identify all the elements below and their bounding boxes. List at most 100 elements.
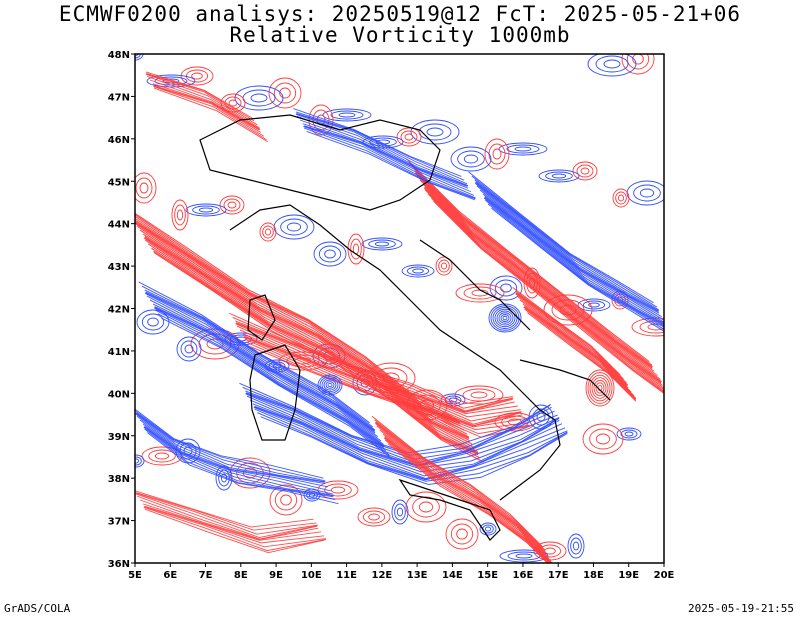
vorticity-contour-line (303, 125, 476, 199)
vorticity-contour-ring (135, 458, 140, 464)
vorticity-contour-ring (139, 182, 149, 194)
vorticity-contour-line (146, 295, 378, 438)
vorticity-contour-ring (273, 214, 315, 240)
vorticity-contour-ring (545, 171, 573, 181)
vorticity-contour-line (295, 111, 465, 181)
vorticity-contour-line (142, 233, 470, 441)
vorticity-contour-ring (639, 188, 655, 198)
vorticity-contour-ring (394, 503, 406, 521)
coastline-path (249, 344, 301, 441)
vorticity-contour-line (139, 499, 319, 540)
lon-tick-label: 8E (234, 570, 248, 581)
vorticity-contour-line (424, 187, 663, 386)
vorticity-contour-ring (404, 133, 414, 141)
vorticity-contour-ring (268, 77, 302, 109)
vorticity-contour-line (135, 408, 324, 479)
vorticity-contour-line (299, 119, 469, 189)
vorticity-contour-ring (396, 127, 422, 147)
vorticity-contour-ring (572, 541, 580, 551)
vorticity-contour-ring (616, 427, 642, 441)
lat-tick-label: 45N (108, 177, 130, 188)
vorticity-contour-ring (551, 299, 585, 321)
vorticity-contour-line (232, 316, 514, 409)
vorticity-contour-line (143, 506, 327, 552)
vorticity-contour-ring (576, 164, 594, 178)
lat-tick-label: 47N (108, 92, 130, 103)
vorticity-contour-line (475, 181, 660, 312)
vorticity-contour-ring (317, 374, 343, 396)
vorticity-contour-ring (313, 241, 347, 267)
vorticity-contour-ring (463, 154, 479, 164)
lat-tick-label: 42N (108, 305, 130, 316)
vorticity-contour-ring (262, 225, 274, 239)
vorticity-contour-ring (228, 99, 238, 107)
lon-tick-label: 13E (407, 570, 428, 581)
lon-tick-label: 15E (477, 570, 498, 581)
vorticity-contour-ring (538, 169, 580, 183)
vorticity-contour-ring (617, 194, 625, 202)
vorticity-contour-ring (330, 110, 364, 120)
vorticity-contour-line (242, 333, 522, 425)
vorticity-contour-ring (405, 491, 447, 523)
vorticity-contour-ring (567, 533, 585, 559)
vorticity-contour-line (415, 171, 653, 369)
vorticity-contour-line (384, 436, 552, 563)
vorticity-contour-line (479, 189, 664, 321)
vorticity-contour-ring (494, 308, 516, 328)
vorticity-contour-ring (589, 374, 611, 402)
vorticity-contour-line (144, 505, 325, 544)
vorticity-contour-line (154, 307, 384, 447)
vorticity-contour-line (484, 199, 664, 328)
vorticity-contour-line (144, 425, 334, 497)
vorticity-contour-line (142, 503, 322, 541)
vorticity-contour-ring (488, 303, 522, 333)
vorticity-contour-line (153, 87, 268, 143)
vorticity-contour-ring (361, 237, 403, 251)
vorticity-contour-line (235, 322, 515, 413)
lat-tick-label: 36N (108, 559, 130, 570)
vorticity-contour-ring (319, 376, 341, 394)
lat-tick-label: 40N (108, 389, 130, 400)
vorticity-contour-ring (588, 302, 600, 308)
vorticity-contour-ring (325, 381, 335, 389)
vorticity-contour-ring (412, 496, 440, 518)
vorticity-contour-ring (368, 513, 380, 521)
vorticity-contour-line (376, 425, 548, 558)
vorticity-contour-ring (410, 119, 460, 145)
vorticity-contour-line (379, 429, 552, 562)
render-timestamp: 2025-05-19-21:55 (688, 602, 794, 615)
vorticity-contour-ring (154, 452, 170, 460)
coastlines (199, 114, 611, 541)
vorticity-contour-line (433, 200, 664, 394)
vorticity-contour-ring (400, 130, 418, 144)
vorticity-contour-line (371, 415, 544, 548)
vorticity-contour-line (144, 237, 476, 449)
vorticity-contour-line (515, 292, 629, 386)
vorticity-contour-ring (135, 454, 145, 468)
vorticity-contour-ring (570, 537, 582, 555)
vorticity-contour-line (487, 203, 664, 330)
vorticity-contour-ring (496, 310, 514, 326)
vorticity-contour-line (144, 236, 473, 445)
vorticity-contour-line (295, 113, 468, 187)
vorticity-contour-ring (286, 222, 302, 232)
vorticity-contour-line (136, 225, 470, 439)
vorticity-contour-ring (324, 483, 352, 497)
vorticity-contour-line (136, 495, 318, 540)
vorticity-contour-line (383, 437, 550, 563)
vorticity-contour-line (135, 490, 314, 528)
vorticity-contour-line (152, 303, 384, 445)
vorticity-contour-ring (445, 518, 479, 550)
vorticity-contour-line (304, 125, 475, 196)
vorticity-contour-line (414, 169, 653, 368)
vorticity-contour-ring (141, 313, 165, 331)
vorticity-contour-ring (470, 391, 488, 399)
vorticity-contour-line (474, 179, 660, 311)
vorticity-contour-line (236, 322, 513, 413)
lat-tick-label: 44N (108, 220, 130, 231)
vorticity-contour-ring (492, 307, 518, 329)
vorticity-contour-line (135, 412, 325, 483)
vorticity-contour-ring (147, 317, 159, 327)
vorticity-contour-line (135, 222, 470, 438)
vorticity-contour-ring (330, 486, 346, 494)
